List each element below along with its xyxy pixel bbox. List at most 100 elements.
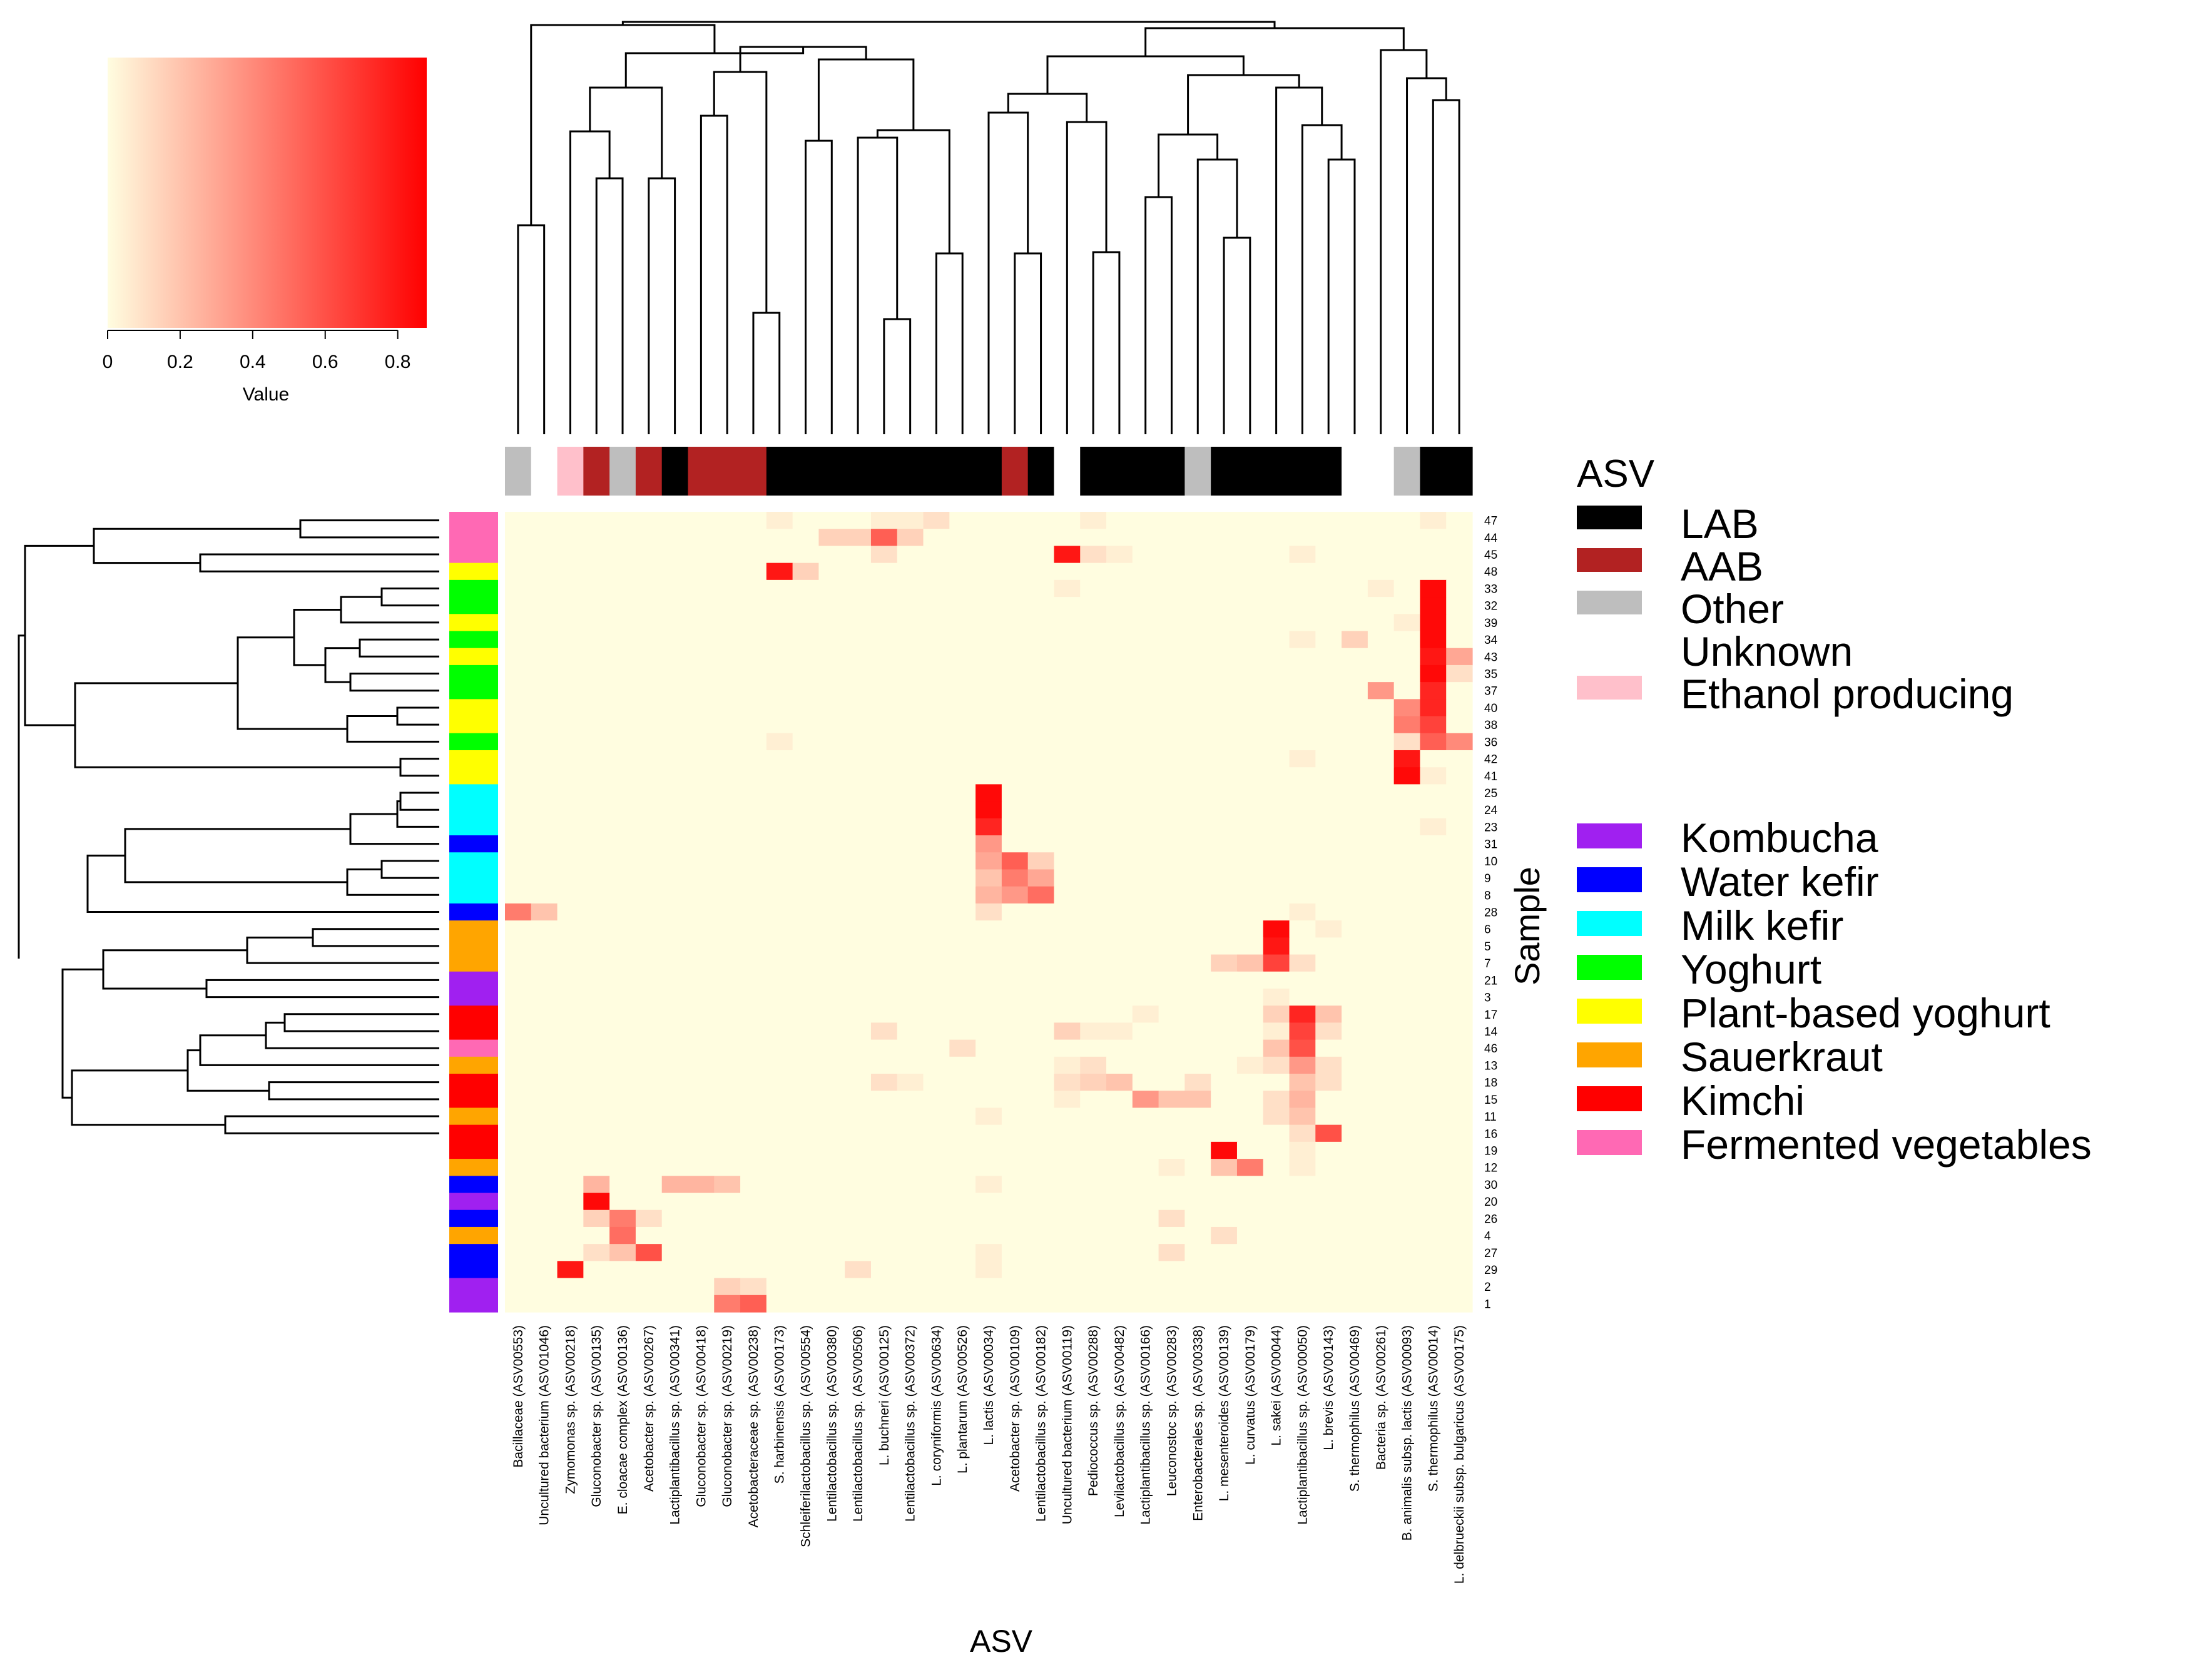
heatmap-cell <box>505 529 532 547</box>
heatmap-cell <box>688 937 715 955</box>
heatmap-cell <box>792 1244 820 1261</box>
heatmap-cell <box>1420 767 1447 785</box>
heatmap-cell <box>1132 664 1159 683</box>
heatmap-cell <box>1001 954 1029 972</box>
heatmap-cell <box>949 801 976 819</box>
heatmap-cell <box>688 1244 715 1261</box>
heatmap-cell <box>1289 1159 1316 1176</box>
heatmap-cell <box>714 971 741 989</box>
heatmap-cell <box>949 869 976 887</box>
heatmap-cell <box>1315 1091 1342 1109</box>
heatmap-cell <box>923 1295 950 1313</box>
heatmap-cell <box>635 1141 663 1159</box>
heatmap-cell <box>1001 869 1029 887</box>
heatmap-cell <box>1054 1261 1081 1279</box>
heatmap-cell <box>1001 937 1029 955</box>
heatmap-cell <box>688 954 715 972</box>
heatmap-cell <box>1393 579 1421 598</box>
column-label: Acetobacteraceae sp. (ASV00238) <box>746 1325 761 1527</box>
heatmap-cell <box>1289 1261 1316 1279</box>
heatmap-cell <box>609 1005 636 1023</box>
heatmap-cell <box>923 869 950 887</box>
heatmap-cell <box>531 886 558 904</box>
heatmap-cell <box>1001 512 1029 529</box>
row-group-cell <box>449 903 498 921</box>
heatmap-cell <box>1027 750 1055 768</box>
heatmap-cell <box>1211 1022 1238 1041</box>
heatmap-cell <box>1054 1295 1081 1313</box>
heatmap-cell <box>740 954 767 972</box>
heatmap-cell <box>1132 1074 1159 1091</box>
heatmap-cell <box>975 1141 1002 1159</box>
heatmap-cell <box>1393 801 1421 819</box>
heatmap-cell <box>845 988 872 1006</box>
heatmap-cell <box>923 1278 950 1296</box>
row-label: 33 <box>1484 583 1497 596</box>
heatmap-cells <box>505 512 1473 1313</box>
heatmap-cell <box>1263 664 1290 683</box>
heatmap-cell <box>688 529 715 547</box>
heatmap-cell <box>1315 1278 1342 1296</box>
heatmap-cell <box>949 1226 976 1245</box>
row-group-cell <box>449 546 498 564</box>
heatmap-cell <box>1263 716 1290 734</box>
heatmap-cell <box>949 767 976 785</box>
heatmap-cell <box>1367 784 1395 802</box>
heatmap-cell <box>740 579 767 598</box>
heatmap-cell <box>766 1074 793 1091</box>
heatmap-cell <box>1027 1074 1055 1091</box>
heatmap-cell <box>1106 563 1133 581</box>
heatmap-cell <box>661 1056 689 1074</box>
heatmap-cell <box>1393 1261 1421 1279</box>
heatmap-cell <box>1184 699 1211 717</box>
heatmap-cell <box>1106 1107 1133 1126</box>
heatmap-cell <box>1211 801 1238 819</box>
column-group-cell <box>1289 447 1316 496</box>
heatmap-cell <box>1446 767 1473 785</box>
column-label: L. curvatus (ASV00179) <box>1243 1325 1258 1465</box>
heatmap-cell <box>1106 1176 1133 1194</box>
row-group-cell <box>449 631 498 649</box>
heatmap-cell <box>1158 784 1185 802</box>
heatmap-cell <box>1263 1141 1290 1159</box>
heatmap-cell <box>897 971 924 989</box>
heatmap-cell <box>1289 682 1316 700</box>
heatmap-cell <box>818 954 845 972</box>
heatmap-cell <box>923 988 950 1006</box>
heatmap-cell <box>845 1209 872 1228</box>
heatmap-cell <box>1263 869 1290 887</box>
heatmap-cell <box>505 1091 532 1109</box>
column-group-cell <box>1184 447 1211 496</box>
heatmap-cell <box>766 750 793 768</box>
legend-asv-swatch <box>1577 591 1642 614</box>
heatmap-cell <box>1236 1209 1264 1228</box>
heatmap-cell <box>975 1005 1002 1023</box>
legend-sample-label: Kombucha <box>1681 815 1878 861</box>
column-label: Gluconobacter sp. (ASV00135) <box>589 1325 604 1507</box>
heatmap-cell <box>740 920 767 938</box>
heatmap-cell <box>1054 988 1081 1006</box>
heatmap-cell <box>975 1107 1002 1126</box>
heatmap-cell <box>1184 597 1211 614</box>
heatmap-cell <box>1289 988 1316 1006</box>
heatmap-cell <box>1027 546 1055 564</box>
row-group-cell <box>449 529 498 547</box>
column-label: Lentilactobacillus sp. (ASV00506) <box>851 1325 865 1522</box>
heatmap-cell <box>1420 1295 1447 1313</box>
heatmap-cell <box>1106 937 1133 955</box>
heatmap-cell <box>1263 1226 1290 1245</box>
heatmap-cell <box>1106 579 1133 598</box>
heatmap-cell <box>1393 1209 1421 1228</box>
heatmap-cell <box>1263 784 1290 802</box>
heatmap-cell <box>766 937 793 955</box>
heatmap-cell <box>1001 988 1029 1006</box>
column-label: L. sakei (ASV00044) <box>1270 1325 1284 1446</box>
heatmap-cell <box>1001 664 1029 683</box>
heatmap-cell <box>818 1141 845 1159</box>
heatmap-cell <box>714 682 741 700</box>
heatmap-cell <box>923 1022 950 1041</box>
heatmap-cell <box>583 1261 610 1279</box>
heatmap-cell <box>1342 512 1368 529</box>
legend-asv-swatch <box>1577 676 1642 700</box>
heatmap-cell <box>1342 1244 1368 1261</box>
